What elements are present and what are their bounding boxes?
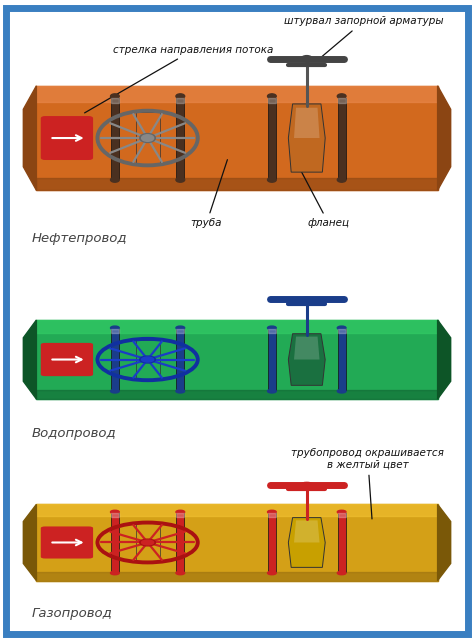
- Bar: [111, 513, 119, 517]
- FancyBboxPatch shape: [41, 526, 93, 559]
- Bar: [338, 98, 346, 103]
- Text: Нефтепровод: Нефтепровод: [32, 232, 128, 245]
- FancyBboxPatch shape: [41, 116, 93, 160]
- Circle shape: [176, 389, 185, 393]
- Circle shape: [337, 94, 346, 99]
- Circle shape: [110, 389, 119, 393]
- Circle shape: [176, 510, 185, 514]
- Circle shape: [110, 326, 119, 330]
- Bar: [268, 513, 276, 517]
- Bar: [111, 98, 119, 103]
- Bar: [111, 329, 119, 390]
- Bar: [268, 98, 276, 178]
- Bar: [136, 340, 160, 379]
- Circle shape: [110, 177, 119, 182]
- Circle shape: [337, 389, 346, 393]
- Circle shape: [337, 510, 346, 514]
- Circle shape: [267, 94, 276, 99]
- Polygon shape: [294, 521, 319, 542]
- Polygon shape: [438, 320, 451, 399]
- Circle shape: [267, 510, 276, 514]
- Bar: [36, 320, 438, 333]
- Circle shape: [267, 389, 276, 393]
- Polygon shape: [23, 86, 36, 190]
- Polygon shape: [294, 336, 319, 360]
- Circle shape: [110, 510, 119, 514]
- Bar: [176, 329, 184, 390]
- Circle shape: [337, 571, 346, 575]
- Polygon shape: [288, 104, 325, 172]
- Polygon shape: [288, 334, 325, 385]
- Bar: [36, 86, 438, 190]
- Text: труба: труба: [191, 160, 228, 229]
- Bar: [338, 513, 346, 572]
- Bar: [338, 98, 346, 178]
- Circle shape: [176, 571, 185, 575]
- Circle shape: [176, 177, 185, 182]
- Text: стрелка направления потока: стрелка направления потока: [84, 45, 273, 113]
- Bar: [36, 178, 438, 190]
- Circle shape: [301, 482, 312, 487]
- Circle shape: [267, 177, 276, 182]
- Circle shape: [176, 94, 185, 99]
- Polygon shape: [438, 505, 451, 580]
- Text: Газопровод: Газопровод: [32, 607, 113, 620]
- Circle shape: [110, 571, 119, 575]
- Polygon shape: [23, 505, 36, 580]
- Polygon shape: [438, 86, 451, 190]
- Text: фланец: фланец: [295, 159, 350, 229]
- Bar: [268, 513, 276, 572]
- Bar: [111, 513, 119, 572]
- Bar: [338, 329, 346, 333]
- Circle shape: [142, 357, 154, 362]
- Circle shape: [301, 297, 312, 302]
- Circle shape: [142, 135, 154, 141]
- Bar: [36, 505, 438, 516]
- Circle shape: [267, 326, 276, 330]
- Bar: [111, 98, 119, 178]
- Bar: [268, 329, 276, 333]
- Text: штурвал запорной арматуры: штурвал запорной арматуры: [283, 17, 443, 60]
- FancyBboxPatch shape: [41, 343, 93, 376]
- Bar: [268, 329, 276, 390]
- Bar: [268, 98, 276, 103]
- Bar: [136, 523, 160, 562]
- Bar: [36, 572, 438, 580]
- Bar: [36, 86, 438, 102]
- Circle shape: [110, 94, 119, 99]
- Bar: [338, 513, 346, 517]
- Bar: [176, 329, 184, 333]
- Polygon shape: [294, 108, 319, 138]
- Bar: [36, 505, 438, 580]
- Bar: [36, 320, 438, 399]
- Circle shape: [337, 326, 346, 330]
- Bar: [36, 390, 438, 399]
- Polygon shape: [288, 517, 325, 568]
- Bar: [338, 329, 346, 390]
- Circle shape: [176, 326, 185, 330]
- Circle shape: [337, 177, 346, 182]
- Polygon shape: [23, 320, 36, 399]
- Text: трубопровод окрашивается
в желтый цвет: трубопровод окрашивается в желтый цвет: [292, 448, 444, 519]
- Circle shape: [142, 540, 154, 545]
- Bar: [136, 112, 160, 164]
- Bar: [176, 513, 184, 517]
- Bar: [176, 513, 184, 572]
- Circle shape: [267, 571, 276, 575]
- Bar: [111, 329, 119, 333]
- Bar: [176, 98, 184, 178]
- Bar: [176, 98, 184, 103]
- Circle shape: [301, 56, 312, 62]
- Text: Водопровод: Водопровод: [32, 428, 117, 440]
